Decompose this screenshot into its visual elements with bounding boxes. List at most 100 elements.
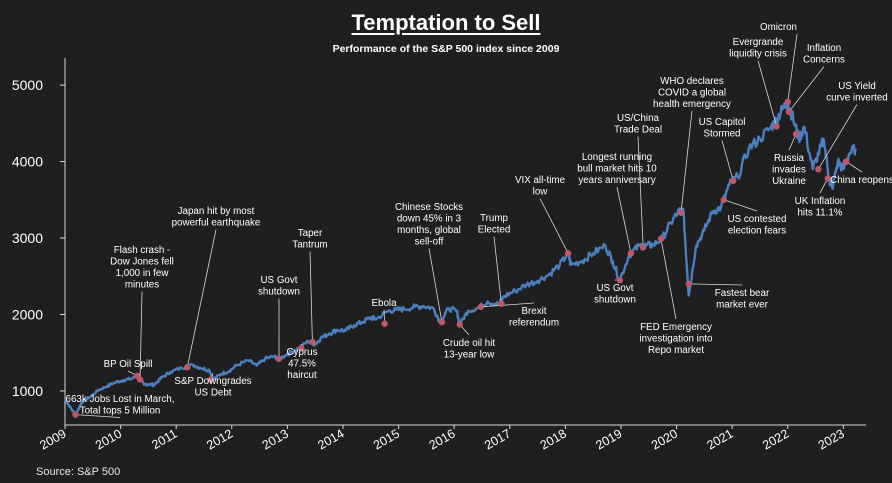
annotation-leader bbox=[637, 136, 644, 248]
annotation-leader bbox=[660, 238, 677, 320]
event-marker bbox=[773, 123, 780, 130]
event-marker bbox=[685, 280, 692, 288]
annotation-label: Japan hit by most powerful earthquake bbox=[172, 206, 261, 229]
annotation-leader bbox=[539, 198, 569, 254]
event-marker bbox=[564, 250, 572, 257]
annotation-leader bbox=[493, 236, 502, 304]
annotation-label: Chinese Stocks down 45% in 3 months, globa… bbox=[395, 202, 463, 248]
x-tick-label: 2011 bbox=[149, 426, 179, 452]
annotation-leader bbox=[139, 291, 143, 380]
x-tick-label: 2012 bbox=[204, 426, 235, 452]
annotation-label: VIX all-time low bbox=[515, 175, 566, 198]
event-marker bbox=[627, 250, 635, 257]
annotation-label: US Yield curve inverted bbox=[826, 81, 888, 104]
event-marker bbox=[657, 235, 665, 242]
x-tick-label: 2020 bbox=[649, 426, 680, 452]
x-tick-label: 2010 bbox=[93, 426, 124, 452]
y-tick-label: 4000 bbox=[12, 154, 43, 170]
event-marker bbox=[309, 338, 316, 346]
annotation-leader bbox=[787, 33, 798, 102]
y-tick-label: 1000 bbox=[12, 383, 43, 399]
annotation-label: Evergrande liquidity crisis bbox=[729, 37, 787, 60]
event-marker bbox=[456, 321, 463, 328]
x-tick-label: 2023 bbox=[816, 426, 847, 452]
event-marker bbox=[730, 177, 737, 184]
annotation-label: FED Emergency investigation into Repo mark… bbox=[640, 322, 714, 356]
annotation-label: Taper Tantrum bbox=[292, 228, 327, 251]
event-marker bbox=[677, 209, 685, 216]
x-tick-label: 2022 bbox=[760, 426, 791, 452]
event-marker bbox=[720, 196, 727, 204]
event-marker bbox=[842, 158, 850, 165]
annotation-leader bbox=[616, 186, 632, 254]
annotation-label: Russia invades Ukraine bbox=[772, 153, 806, 187]
event-marker bbox=[477, 303, 485, 311]
annotation-leader bbox=[723, 199, 758, 212]
annotation-leader bbox=[688, 283, 743, 286]
annotation-label: 663k Jobs Lost in March, Total tops 5 Mil… bbox=[66, 394, 175, 417]
event-marker bbox=[824, 175, 831, 182]
annotation-leader bbox=[721, 140, 734, 181]
sp500-line bbox=[63, 100, 857, 416]
annotation-leader bbox=[817, 104, 858, 170]
annotation-leader bbox=[309, 251, 313, 343]
event-marker bbox=[72, 411, 79, 418]
y-tick-label: 5000 bbox=[12, 77, 43, 93]
annotation-label: Flash crash -Dow Jones fell 1,000 in few m… bbox=[110, 245, 174, 291]
event-marker bbox=[498, 300, 505, 307]
annotation-label: US contested election fears bbox=[728, 214, 787, 237]
x-tick-label: 2016 bbox=[427, 426, 458, 452]
x-tick-label: 2018 bbox=[538, 426, 569, 452]
annotation-leader bbox=[428, 248, 443, 323]
source-note: Source: S&P 500 bbox=[36, 466, 121, 478]
event-marker bbox=[184, 364, 191, 371]
annotation-leader bbox=[75, 414, 121, 418]
annotation-label: Longest running bull market hits 10 years … bbox=[577, 152, 657, 186]
annotation-label: US Govt shutdown bbox=[594, 283, 636, 306]
x-tick-label: 2013 bbox=[260, 426, 291, 452]
event-marker bbox=[381, 320, 388, 327]
annotation-label: Omicron bbox=[760, 22, 797, 33]
event-marker bbox=[438, 318, 446, 326]
event-marker bbox=[616, 276, 624, 284]
annotation-leader bbox=[680, 110, 693, 213]
x-tick-label: 2014 bbox=[315, 426, 346, 452]
annotation-label: WHO declares COVID a global health emergen… bbox=[653, 76, 731, 110]
chart-title: Temptation to Sell bbox=[351, 10, 541, 35]
y-tick-label: 2000 bbox=[12, 306, 43, 322]
event-marker bbox=[275, 355, 283, 363]
x-tick-label: 2017 bbox=[482, 426, 513, 452]
event-marker bbox=[785, 108, 793, 116]
annotation-label: Ebola bbox=[371, 298, 397, 309]
annotation-leader bbox=[186, 229, 217, 368]
annotation-label: China reopens bbox=[830, 175, 892, 186]
annotation-label: Cyprus 47.5% haircut bbox=[286, 347, 317, 381]
annotation-label: US/China Trade Deal bbox=[614, 113, 662, 136]
annotation-label: US Govt shutdown bbox=[258, 275, 300, 298]
event-marker bbox=[639, 244, 647, 251]
annotation-label: UK Inflation hits 11.1% bbox=[795, 196, 846, 219]
annotation-leader bbox=[788, 66, 825, 113]
annotation-label: Inflation Concerns bbox=[803, 43, 845, 66]
annotation-leader bbox=[757, 60, 777, 127]
x-tick-label: 2019 bbox=[593, 426, 624, 452]
x-tick-label: 2009 bbox=[37, 426, 68, 452]
event-marker bbox=[207, 376, 214, 383]
event-marker bbox=[815, 166, 822, 173]
annotation-label: US Capitol Stormed bbox=[699, 117, 746, 140]
annotation-label: S&P Downgrades US Debt bbox=[174, 376, 251, 399]
annotation-label: Trump Elected bbox=[478, 213, 511, 236]
annotation-label: BP Oil Spill bbox=[104, 359, 153, 370]
chart-subtitle: Performance of the S&P 500 index since 2… bbox=[332, 43, 560, 55]
annotation-leader bbox=[480, 302, 535, 308]
event-marker bbox=[136, 376, 144, 383]
x-tick-label: 2021 bbox=[705, 426, 736, 452]
annotation-label: Brexit referendum bbox=[509, 306, 559, 329]
event-marker bbox=[784, 98, 791, 106]
event-marker bbox=[792, 130, 800, 138]
event-marker bbox=[298, 344, 305, 352]
y-tick-label: 3000 bbox=[12, 230, 43, 246]
x-tick-label: 2015 bbox=[371, 426, 402, 452]
annotation-label: Fastest bear market ever bbox=[715, 288, 770, 311]
